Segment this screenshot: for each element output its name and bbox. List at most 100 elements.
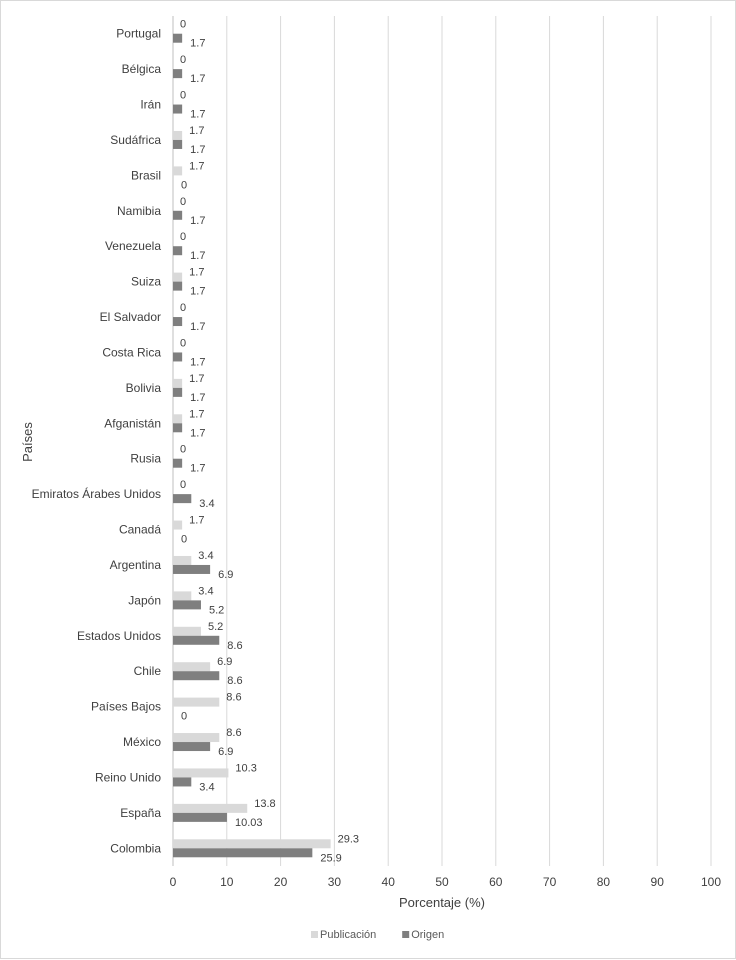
legend-swatch <box>311 931 318 938</box>
bar-publicacion <box>173 803 248 813</box>
data-label-origen: 1.7 <box>190 392 205 404</box>
data-label-origen: 1.7 <box>190 463 205 475</box>
data-label-origen: 1.7 <box>190 144 205 156</box>
data-label-publicacion: 8.6 <box>226 727 241 739</box>
bar-origen <box>173 635 220 645</box>
x-axis-title: Porcentaje (%) <box>399 895 485 910</box>
data-label-origen: 1.7 <box>190 215 205 227</box>
bar-origen <box>173 564 211 574</box>
data-label-origen: 3.4 <box>199 781 214 793</box>
bar-origen <box>173 317 183 327</box>
x-tick-label: 50 <box>435 875 449 889</box>
bar-publicacion <box>173 626 201 636</box>
category-label: Argentina <box>110 558 162 572</box>
x-tick-label: 80 <box>597 875 611 889</box>
data-label-publicacion: 1.7 <box>189 267 204 279</box>
data-label-origen: 1.7 <box>190 286 205 298</box>
data-label-origen: 1.7 <box>190 38 205 50</box>
data-label-publicacion: 1.7 <box>189 125 204 137</box>
bar-publicacion <box>173 591 192 601</box>
bar-publicacion <box>173 520 183 530</box>
category-label: México <box>123 735 161 749</box>
data-label-origen: 10.03 <box>235 817 263 829</box>
bar-origen <box>173 139 183 149</box>
bar-origen <box>173 812 227 822</box>
bars <box>173 33 331 858</box>
category-label: Namibia <box>117 204 161 218</box>
data-label-origen: 1.7 <box>190 109 205 121</box>
category-label: Chile <box>134 664 162 678</box>
data-label-origen: 6.9 <box>218 569 233 581</box>
category-label: Canadá <box>119 523 161 537</box>
bar-origen <box>173 600 201 610</box>
category-labels: Portugal Bélgica Irán Sudáfrica Brasil Namibi… <box>32 27 162 856</box>
data-label-publicacion: 1.7 <box>189 160 204 172</box>
data-label-origen: 1.7 <box>190 321 205 333</box>
x-tick-label: 40 <box>382 875 396 889</box>
data-label-publicacion: 10.3 <box>235 762 256 774</box>
bar-publicacion <box>173 414 183 424</box>
data-label-publicacion: 5.2 <box>208 621 223 633</box>
bar-origen <box>173 458 183 468</box>
category-label: Portugal <box>116 27 161 41</box>
category-label: Suiza <box>131 275 161 289</box>
data-label-publicacion: 1.7 <box>189 373 204 385</box>
data-label-origen: 1.7 <box>190 250 205 262</box>
category-label: Brasil <box>131 168 161 182</box>
data-labels: 01.701.701.71.71.71.7001.701.71.71.701.7… <box>180 19 359 865</box>
category-label: Japón <box>128 593 161 607</box>
legend: Publicación Origen <box>311 929 444 941</box>
bar-origen <box>173 671 220 681</box>
x-tick-label: 30 <box>328 875 342 889</box>
data-label-origen: 0 <box>181 534 187 546</box>
category-label: Costa Rica <box>102 345 161 359</box>
bar-origen <box>173 742 211 752</box>
category-label: Países Bajos <box>91 700 161 714</box>
bar-origen <box>173 210 183 220</box>
bar-publicacion <box>173 378 183 388</box>
data-label-publicacion: 0 <box>180 196 186 208</box>
category-label: Bolivia <box>126 381 162 395</box>
data-label-origen: 1.7 <box>190 427 205 439</box>
bar-origen <box>173 281 183 291</box>
data-label-publicacion: 1.7 <box>189 408 204 420</box>
bar-origen <box>173 387 183 397</box>
data-label-origen: 0 <box>181 179 187 191</box>
data-label-origen: 1.7 <box>190 73 205 85</box>
bar-origen <box>173 848 313 858</box>
y-axis-title: Países <box>20 422 35 462</box>
category-label: Irán <box>140 98 161 112</box>
category-label: España <box>120 806 161 820</box>
data-label-publicacion: 6.9 <box>217 656 232 668</box>
data-label-publicacion: 8.6 <box>226 692 241 704</box>
data-label-publicacion: 0 <box>180 337 186 349</box>
data-label-publicacion: 0 <box>180 19 186 31</box>
data-label-publicacion: 29.3 <box>338 833 359 845</box>
bar-publicacion <box>173 839 331 849</box>
x-tick-label: 90 <box>651 875 665 889</box>
bar-publicacion <box>173 697 220 707</box>
bar-publicacion <box>173 662 211 672</box>
data-label-publicacion: 0 <box>180 231 186 243</box>
data-label-publicacion: 3.4 <box>198 550 213 562</box>
bar-origen <box>173 69 183 79</box>
x-tick-label: 0 <box>170 875 177 889</box>
bar-publicacion <box>173 768 229 778</box>
data-label-origen: 25.9 <box>320 852 341 864</box>
data-label-publicacion: 0 <box>180 90 186 102</box>
x-tick-label: 10 <box>220 875 234 889</box>
data-label-publicacion: 0 <box>180 54 186 66</box>
bar-origen <box>173 246 183 256</box>
data-label-publicacion: 13.8 <box>254 798 275 810</box>
gridlines <box>172 16 712 866</box>
legend-entry: Origen <box>411 929 444 941</box>
category-label: Colombia <box>110 841 161 855</box>
data-label-origen: 8.6 <box>227 640 242 652</box>
category-label: Afganistán <box>104 416 161 430</box>
x-tick-label: 60 <box>489 875 503 889</box>
category-label: El Salvador <box>100 310 161 324</box>
data-label-publicacion: 0 <box>180 479 186 491</box>
bar-publicacion <box>173 555 192 565</box>
category-label: Emiratos Árabes Unidos <box>32 486 161 501</box>
bar-origen <box>173 33 183 43</box>
